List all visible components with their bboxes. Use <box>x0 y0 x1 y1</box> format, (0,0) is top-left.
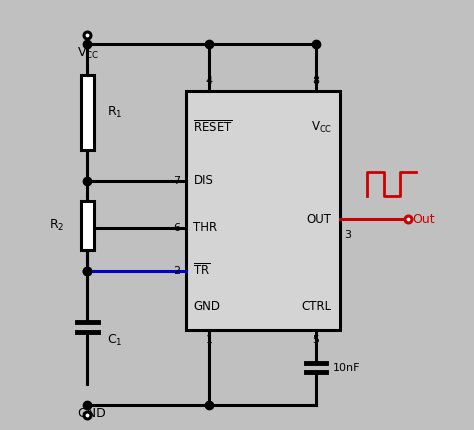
Text: THR: THR <box>193 221 218 234</box>
Text: 6: 6 <box>173 223 181 233</box>
Bar <box>81 201 94 250</box>
Text: 1: 1 <box>206 335 213 345</box>
Text: R$_1$: R$_1$ <box>107 105 122 120</box>
Text: $\overline{\rm TR}$: $\overline{\rm TR}$ <box>193 263 211 278</box>
Text: 4: 4 <box>206 76 213 86</box>
Text: Out: Out <box>412 213 435 226</box>
Text: 10nF: 10nF <box>333 363 361 373</box>
Text: CTRL: CTRL <box>302 300 332 313</box>
Text: $\rm V_{CC}$: $\rm V_{CC}$ <box>77 46 99 61</box>
Text: 7: 7 <box>173 176 181 186</box>
Text: $\overline{\rm RESET}$: $\overline{\rm RESET}$ <box>193 120 233 135</box>
Text: 2: 2 <box>173 266 181 276</box>
Text: GND: GND <box>193 300 220 313</box>
Text: 5: 5 <box>312 335 319 345</box>
Bar <box>81 75 94 150</box>
Text: OUT: OUT <box>307 213 332 226</box>
Text: GND: GND <box>77 407 106 420</box>
Text: 8: 8 <box>312 76 319 86</box>
Text: $\rm V_{CC}$: $\rm V_{CC}$ <box>310 120 332 135</box>
Bar <box>186 91 339 330</box>
Text: DIS: DIS <box>193 174 213 187</box>
Text: R$_2$: R$_2$ <box>48 218 64 233</box>
Text: C$_1$: C$_1$ <box>107 332 122 347</box>
Text: 3: 3 <box>345 230 352 240</box>
